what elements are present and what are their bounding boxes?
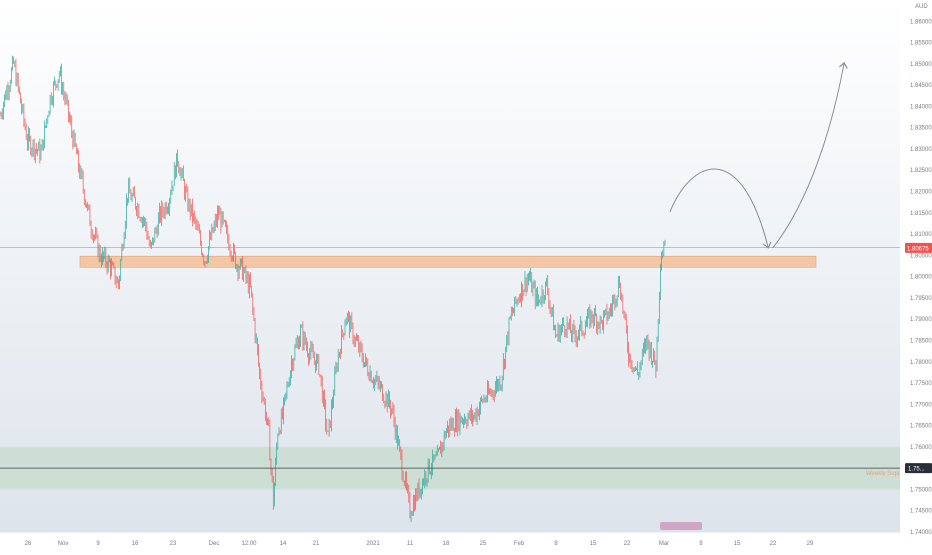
price-tick: 1.76000 [910,445,932,451]
time-axis[interactable] [0,532,900,550]
price-tick: 1.84500 [910,83,932,89]
price-tick: 1.83000 [910,147,932,153]
time-tick: 15 [590,541,597,547]
time-tick: 18 [443,541,450,547]
price-tick: 1.81000 [910,232,932,238]
price-tick: 1.78500 [910,338,932,344]
time-tick: Dec [209,541,220,547]
time-tick: 11 [407,541,414,547]
currency-label: AUD [915,4,928,10]
price-tick: 1.85000 [910,62,932,68]
price-tick: 1.82000 [910,190,932,196]
price-tick: 1.74000 [910,530,932,536]
time-tick: Nov [58,541,69,547]
price-axis[interactable] [900,0,932,550]
time-tick: 22 [624,541,631,547]
price-tick: 1.77500 [910,381,932,387]
time-tick: Feb [514,541,525,547]
projection-arrow-down[interactable] [669,168,772,249]
price-tick: 1.82500 [910,168,932,174]
time-tick: 15 [734,541,741,547]
time-tick: 22 [770,541,777,547]
time-tick: 23 [170,541,177,547]
time-tick: 25 [480,541,487,547]
time-tick: 2021 [366,541,380,547]
support-zone-label: Weekly Support [866,471,909,477]
last-price-value: 1.80675 [907,246,929,252]
level-price-value: 1.75... [908,467,925,473]
time-tick: 21 [313,541,320,547]
time-tick: 16 [132,541,139,547]
price-tick: 1.75000 [910,487,932,493]
price-tick: 1.86000 [910,19,932,25]
price-tick: 1.78000 [910,360,932,366]
time-tick: 9 [96,541,100,547]
time-tick: 8 [554,541,558,547]
time-tick: 14 [280,541,287,547]
price-tick: 1.83500 [910,126,932,132]
price-tick: 1.80000 [910,275,932,281]
level-price-badge[interactable] [905,463,932,474]
price-tick: 1.84000 [910,104,932,110]
price-tick: 1.79500 [910,296,932,302]
projection-arrow-up[interactable] [772,61,848,249]
time-tick: 8 [699,541,703,547]
time-tick: 26 [25,541,32,547]
price-tick: 1.77000 [910,402,932,408]
price-tick: 1.74500 [910,509,932,515]
time-tick: 29 [807,541,814,547]
time-tick: 12:00 [241,541,257,547]
last-price-badge[interactable] [905,242,932,253]
resistance-zone[interactable] [79,255,817,268]
price-tick: 1.80500 [910,253,932,259]
price-tick: 1.85500 [910,41,932,47]
price-tick: 1.79000 [910,317,932,323]
price-tick: 1.81500 [910,211,932,217]
time-tick: Mar [659,541,669,547]
price-tick: 1.76500 [910,424,932,430]
event-markers[interactable] [660,522,702,530]
